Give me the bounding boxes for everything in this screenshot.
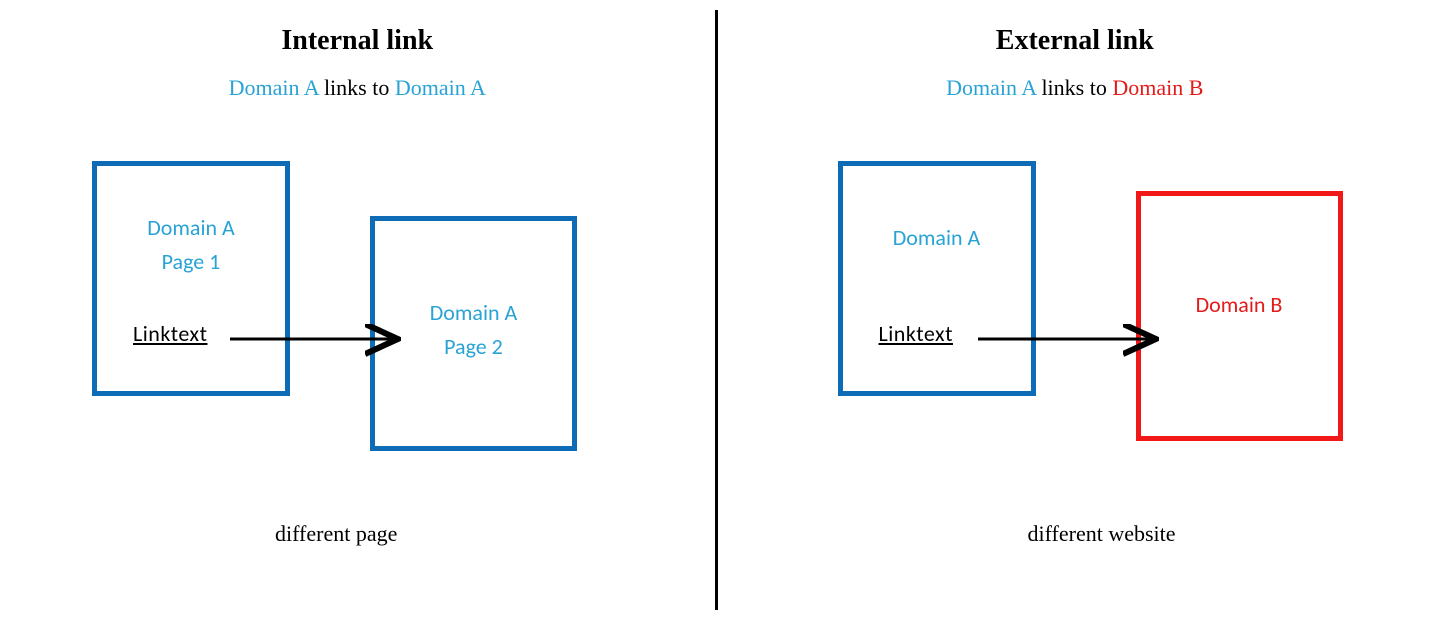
internal-box1-domain: Domain A [97,214,285,241]
internal-caption: different page [275,521,397,547]
internal-subtitle-domain-a-2: Domain A [395,75,486,100]
external-box-target: Domain B [1136,191,1343,441]
internal-link-panel: Internal link Domain A links to Domain A… [0,0,715,635]
internal-subtitle-links-to: links to [318,75,394,100]
external-subtitle: Domain A links to Domain B [718,75,1432,101]
external-box2-domain: Domain B [1141,291,1338,318]
external-linktext: Linktext [879,320,953,347]
external-diagram: Domain A Linktext Domain B different web… [718,161,1432,521]
internal-subtitle-domain-a-1: Domain A [229,75,319,100]
internal-diagram: Domain A Page 1 Linktext Domain A Page 2… [0,161,715,521]
external-arrow-icon [978,319,1218,359]
external-title: External link [718,25,1432,57]
external-box-source: Domain A Linktext [838,161,1036,396]
external-subtitle-links-to: links to [1036,75,1112,100]
internal-linktext: Linktext [133,320,207,347]
external-subtitle-domain-b: Domain B [1112,75,1203,100]
internal-subtitle: Domain A links to Domain A [0,75,715,101]
external-box1-domain: Domain A [843,224,1031,251]
external-link-panel: External link Domain A links to Domain B… [718,0,1432,635]
internal-box1-page: Page 1 [97,248,285,275]
external-subtitle-domain-a: Domain A [946,75,1036,100]
internal-box-source: Domain A Page 1 Linktext [92,161,290,396]
internal-arrow-icon [230,319,470,359]
external-caption: different website [1028,521,1176,547]
internal-title: Internal link [0,25,715,57]
